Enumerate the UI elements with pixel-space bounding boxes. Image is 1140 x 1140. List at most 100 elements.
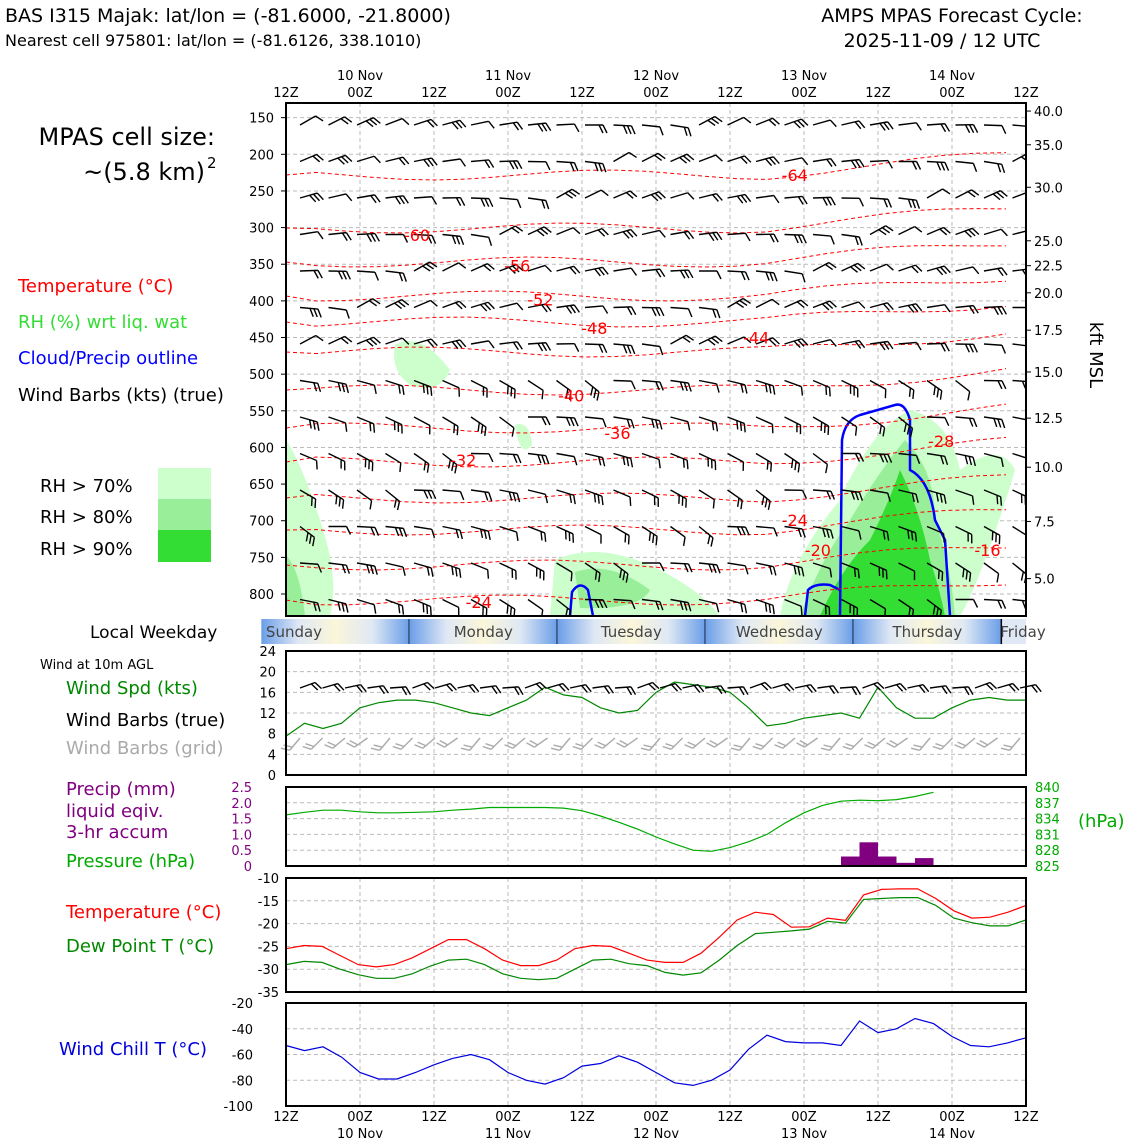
wind-barb [527,452,550,465]
wind-barb [356,117,381,128]
wind-barb [299,153,324,163]
wind-barb [470,562,490,579]
wind-barb [556,379,572,401]
wind-barb [641,124,664,136]
wind-barb-grid [820,737,841,751]
wind-barb [356,562,378,575]
wind-barb [413,598,432,616]
isotherm-label: -16 [974,541,1000,560]
top-time-axis: 12Z 00Z 12Z 00Z 12Z 00Z 12Z 00Z 12Z 00Z 12Z 10 Nov 1… [273,69,1039,101]
wind-barb [584,598,608,609]
wind-barb [385,117,410,126]
wind-barb [898,225,923,236]
wind-barb [641,452,661,469]
wind-barb [584,305,609,314]
wind-barb [442,119,467,130]
isotherm-label: -40 [558,386,584,405]
wind-barb [470,159,495,169]
isotherm [286,245,1007,268]
wind-barb [328,116,353,126]
isotherm-label: -56 [504,257,530,276]
wind-barb [841,452,865,462]
wind-barb [613,598,636,610]
wind-barb [356,232,380,243]
wind-barb [670,598,692,612]
top-day-label: 10 Nov [337,69,383,84]
wind-barb [442,525,464,540]
wind-barb [584,160,607,173]
isotherm-label: -36 [604,424,630,443]
wind-barb [328,193,353,202]
wind-barb [584,379,600,401]
wind-barb [841,120,866,130]
wind-barb-grid [572,737,593,750]
wind-barb [812,379,831,397]
windchill-tick-label: -80 [232,1074,253,1089]
wind-barb-grid [550,737,571,751]
wind-barb-true [929,685,952,695]
wind-barb [841,197,864,207]
wind-barb [641,379,664,391]
wind-barb [442,562,462,578]
legend-rh: RH (%) wrt liq. wat [18,312,187,333]
height-tick-label: 15.0 [1034,366,1063,381]
height-tick-label: 20.0 [1034,287,1063,302]
top-tick-label: 12Z [1013,86,1039,101]
temp-tick-label: -35 [258,986,279,1001]
bottom-tick-label: 12Z [273,1110,299,1125]
wind-barb [584,416,607,428]
top-tick-label: 00Z [791,86,817,101]
wind-barb [727,193,752,204]
wind-barb [556,160,579,172]
wind-barb [527,598,544,616]
wind-tick-label: 0 [268,769,276,784]
wind-barb [356,298,381,309]
rh-shading [286,555,305,616]
rh-shading [820,470,945,616]
top-tick-label: 00Z [939,86,965,101]
wind-barb [385,270,408,282]
wind-tick-label: 12 [259,707,276,722]
wind-barb-grid [504,737,526,749]
wind-barb [299,452,318,470]
bottom-day-label: 10 Nov [337,1127,383,1140]
wind-barb [955,343,978,353]
wind-barb [385,233,409,243]
wind-barb [527,160,551,171]
wind-barb [442,196,466,207]
wind-barb [299,230,324,240]
wind-tick-label: 16 [259,686,276,701]
pressure-tick-label: 800 [249,588,274,603]
wind-barb [812,157,837,167]
wind-barb [983,562,1000,583]
wind-barb [470,452,494,463]
wind-barb [955,160,978,173]
wind-barb [841,379,859,398]
wind-barb-true [299,681,323,691]
wind-10m-label: Wind at 10m AGL [40,658,154,673]
wind-barb-true [839,686,862,696]
wind-barb [499,197,522,209]
wind-barb [955,452,977,467]
wind-barb [584,562,601,583]
wind-barb [926,226,951,236]
wind-barb [385,598,405,615]
wind-barb [784,598,803,616]
wind-barb [1012,416,1026,422]
isotherm [286,547,1007,571]
panel-frame [285,877,1027,993]
legend-liquid: liquid eqiv. [66,801,163,822]
isotherm-label: -24 [782,511,808,530]
wind-barb [641,343,664,356]
wind-barb-true [479,685,502,695]
legend-rh90-swatch [158,530,211,562]
pressure-tick-label: 400 [249,295,274,310]
wind-barb [527,489,549,504]
wind-barb [784,195,808,205]
cross-section-axes: 150 200 250 300 350 400 450 500 550 600 650 700 750 8… [249,105,1063,603]
legend-temperature: Temperature (°C) [17,276,173,297]
wind-barb [727,232,751,242]
wind-barb-grid [302,737,323,750]
wind-panel: 0 4 8 12 16 20 24 [259,645,1042,784]
wind-barb [527,379,544,400]
